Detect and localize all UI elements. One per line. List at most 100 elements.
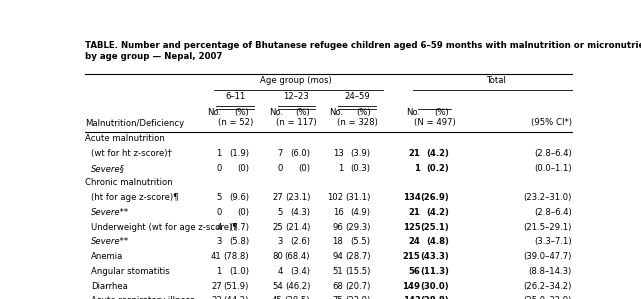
Text: (%): (%) [356, 109, 370, 118]
Text: (0.3): (0.3) [351, 164, 370, 173]
Text: (ht for age z-score)¶: (ht for age z-score)¶ [91, 193, 179, 202]
Text: (n = 52): (n = 52) [218, 118, 253, 127]
Text: Severe§: Severe§ [91, 164, 125, 173]
Text: (78.8): (78.8) [224, 252, 249, 261]
Text: Acute respiratory illness: Acute respiratory illness [91, 296, 195, 299]
Text: (29.3): (29.3) [345, 222, 370, 232]
Text: Angular stomatitis: Angular stomatitis [91, 267, 170, 276]
Text: (6.0): (6.0) [290, 149, 310, 158]
Text: (0): (0) [237, 208, 249, 217]
Text: Severe**: Severe** [91, 208, 129, 217]
Text: 96: 96 [333, 222, 344, 232]
Text: 4: 4 [216, 222, 222, 232]
Text: 6–11: 6–11 [225, 92, 246, 101]
Text: No.: No. [208, 109, 222, 118]
Text: (1.9): (1.9) [229, 149, 249, 158]
Text: 23: 23 [211, 296, 222, 299]
Text: (11.3): (11.3) [420, 267, 449, 276]
Text: (23.1): (23.1) [285, 193, 310, 202]
Text: Chronic malnutrition: Chronic malnutrition [85, 179, 172, 187]
Text: 45: 45 [272, 296, 283, 299]
Text: (0): (0) [237, 164, 249, 173]
Text: (2.8–6.4): (2.8–6.4) [534, 208, 572, 217]
Text: (2.6): (2.6) [290, 237, 310, 246]
Text: (%): (%) [434, 109, 449, 118]
Text: (28.7): (28.7) [345, 252, 370, 261]
Text: No.: No. [269, 109, 283, 118]
Text: (n = 117): (n = 117) [276, 118, 317, 127]
Text: No.: No. [406, 109, 420, 118]
Text: Anemia: Anemia [91, 252, 124, 261]
Text: 54: 54 [272, 282, 283, 291]
Text: (44.2): (44.2) [224, 296, 249, 299]
Text: Underweight (wt for age z-score)¶: Underweight (wt for age z-score)¶ [91, 222, 238, 232]
Text: Severe**: Severe** [91, 237, 129, 246]
Text: 13: 13 [333, 149, 344, 158]
Text: 0: 0 [278, 164, 283, 173]
Text: (3.9): (3.9) [351, 149, 370, 158]
Text: (4.8): (4.8) [426, 237, 449, 246]
Text: (0.0–1.1): (0.0–1.1) [535, 164, 572, 173]
Text: TABLE. Number and percentage of Bhutanese refugee children aged 6–59 months with: TABLE. Number and percentage of Bhutanes… [85, 41, 641, 61]
Text: Total: Total [487, 76, 506, 85]
Text: (2.8–6.4): (2.8–6.4) [534, 149, 572, 158]
Text: (31.1): (31.1) [345, 193, 370, 202]
Text: (%): (%) [296, 109, 310, 118]
Text: (15.5): (15.5) [345, 267, 370, 276]
Text: No.: No. [329, 109, 344, 118]
Text: (51.9): (51.9) [224, 282, 249, 291]
Text: (4.2): (4.2) [426, 149, 449, 158]
Text: 12–23: 12–23 [283, 92, 310, 101]
Text: 21: 21 [408, 149, 420, 158]
Text: (N = 497): (N = 497) [413, 118, 456, 127]
Text: 7: 7 [278, 149, 283, 158]
Text: (4.2): (4.2) [426, 208, 449, 217]
Text: (3.3–7.1): (3.3–7.1) [535, 237, 572, 246]
Text: (n = 328): (n = 328) [337, 118, 378, 127]
Text: (43.3): (43.3) [420, 252, 449, 261]
Text: 149: 149 [403, 282, 420, 291]
Text: (5.5): (5.5) [351, 237, 370, 246]
Text: (1.0): (1.0) [229, 267, 249, 276]
Text: 4: 4 [278, 267, 283, 276]
Text: (46.2): (46.2) [285, 282, 310, 291]
Text: 24–59: 24–59 [344, 92, 370, 101]
Text: 41: 41 [211, 252, 222, 261]
Text: Acute malnutrition: Acute malnutrition [85, 134, 165, 143]
Text: 0: 0 [216, 208, 222, 217]
Text: 18: 18 [333, 237, 344, 246]
Text: (0): (0) [298, 164, 310, 173]
Text: 24: 24 [408, 237, 420, 246]
Text: 1: 1 [216, 267, 222, 276]
Text: (28.8): (28.8) [420, 296, 449, 299]
Text: 27: 27 [272, 193, 283, 202]
Text: 0: 0 [216, 164, 222, 173]
Text: (9.6): (9.6) [229, 193, 249, 202]
Text: 5: 5 [216, 193, 222, 202]
Text: 1: 1 [216, 149, 222, 158]
Text: (%): (%) [234, 109, 249, 118]
Text: 3: 3 [216, 237, 222, 246]
Text: 56: 56 [409, 267, 420, 276]
Text: 5: 5 [278, 208, 283, 217]
Text: 3: 3 [278, 237, 283, 246]
Text: Malnutrition/Deficiency: Malnutrition/Deficiency [85, 119, 184, 128]
Text: 16: 16 [333, 208, 344, 217]
Text: (21.5–29.1): (21.5–29.1) [524, 222, 572, 232]
Text: 215: 215 [403, 252, 420, 261]
Text: Diarrhea: Diarrhea [91, 282, 128, 291]
Text: (0.2): (0.2) [426, 164, 449, 173]
Text: (26.2–34.2): (26.2–34.2) [524, 282, 572, 291]
Text: (8.8–14.3): (8.8–14.3) [529, 267, 572, 276]
Text: (3.4): (3.4) [290, 267, 310, 276]
Text: (25.0–32.9): (25.0–32.9) [524, 296, 572, 299]
Text: (21.4): (21.4) [285, 222, 310, 232]
Text: (7.7): (7.7) [229, 222, 249, 232]
Text: (26.9): (26.9) [420, 193, 449, 202]
Text: (38.5): (38.5) [285, 296, 310, 299]
Text: Age group (mos): Age group (mos) [260, 76, 332, 85]
Text: (95% CI*): (95% CI*) [531, 118, 572, 127]
Text: (39.0–47.7): (39.0–47.7) [524, 252, 572, 261]
Text: 94: 94 [333, 252, 344, 261]
Text: (4.3): (4.3) [290, 208, 310, 217]
